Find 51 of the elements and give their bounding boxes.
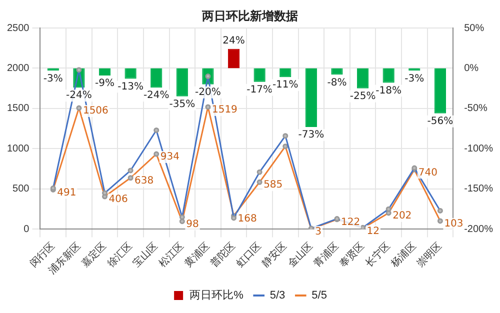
- y-tick-label: 0: [24, 224, 30, 235]
- data-label: 103: [444, 218, 464, 230]
- y2-tick-label: -50%: [464, 103, 488, 114]
- data-label: 24%: [222, 36, 245, 47]
- data-label: -13%: [118, 81, 144, 92]
- legend-label: 5/3: [270, 290, 286, 302]
- x-tick-label: 嘉定区: [79, 240, 109, 270]
- y-tick-label: 1000: [6, 143, 30, 154]
- data-label: 638: [134, 175, 154, 186]
- x-tick-label: 崇明区: [414, 240, 444, 270]
- data-label: -24%: [66, 90, 92, 102]
- data-label: -73%: [298, 130, 324, 141]
- data-label: 98: [186, 218, 199, 230]
- data-label: -24%: [143, 90, 170, 102]
- data-label: 168: [238, 213, 257, 224]
- y2-tick-label: 50%: [464, 22, 484, 34]
- data-label: 3: [315, 226, 322, 238]
- data-label: -56%: [427, 116, 454, 127]
- legend-label: 5/5: [312, 290, 327, 302]
- y-tick-label: 1500: [6, 103, 30, 114]
- y2-tick-label: -200%: [464, 224, 494, 235]
- data-label: -18%: [376, 85, 402, 96]
- legend-label: 两日环比%: [190, 288, 244, 302]
- y-tick-label: 500: [12, 184, 30, 195]
- y2-tick-label: 0%: [464, 62, 479, 74]
- y2-tick-label: -150%: [464, 184, 494, 195]
- data-label: -3%: [404, 73, 424, 84]
- data-label: -9%: [95, 78, 114, 90]
- data-label: 122: [340, 217, 360, 228]
- data-label: -8%: [327, 77, 347, 88]
- data-label: 202: [392, 210, 412, 222]
- data-label: 585: [264, 180, 283, 191]
- data-label: -35%: [169, 99, 196, 110]
- data-label: -25%: [350, 90, 376, 102]
- data-label: 12: [366, 226, 380, 237]
- data-label: -11%: [272, 80, 298, 91]
- y-tick-label: 2500: [6, 22, 30, 34]
- data-label: -20%: [195, 86, 221, 98]
- data-label: 740: [418, 167, 438, 178]
- data-label: 1506: [82, 106, 108, 117]
- data-label: -17%: [246, 84, 272, 96]
- y2-tick-label: -100%: [464, 143, 494, 154]
- data-label: 1519: [212, 104, 238, 116]
- y-tick-label: 2000: [6, 62, 30, 74]
- x-tick-label: 奉贤区: [337, 240, 367, 270]
- data-label: -3%: [43, 73, 63, 84]
- data-label: 491: [57, 187, 76, 198]
- data-label: 934: [160, 152, 180, 163]
- chart-title: 两日环比新增数据: [202, 9, 298, 23]
- data-label: 406: [108, 194, 128, 206]
- x-tick-label: 静安区: [260, 240, 290, 270]
